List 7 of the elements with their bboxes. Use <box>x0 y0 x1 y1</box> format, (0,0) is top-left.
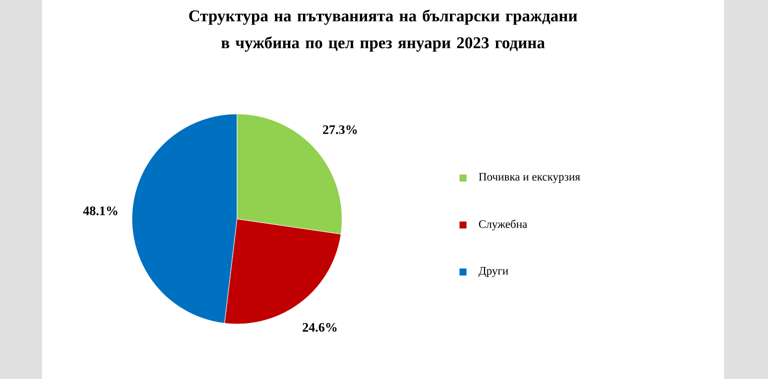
data-label: 48.1% <box>83 206 118 216</box>
legend-label: Служебна <box>478 220 528 230</box>
legend-label: Други <box>478 267 508 277</box>
legend-label: Почивка и екскурзия <box>478 173 580 183</box>
chart-title: Структура на пътуванията на български граждани в чужбина по цел през януари 2023 година <box>189 10 578 52</box>
data-label: 24.6% <box>302 322 337 332</box>
data-label: 27.3% <box>322 125 357 134</box>
